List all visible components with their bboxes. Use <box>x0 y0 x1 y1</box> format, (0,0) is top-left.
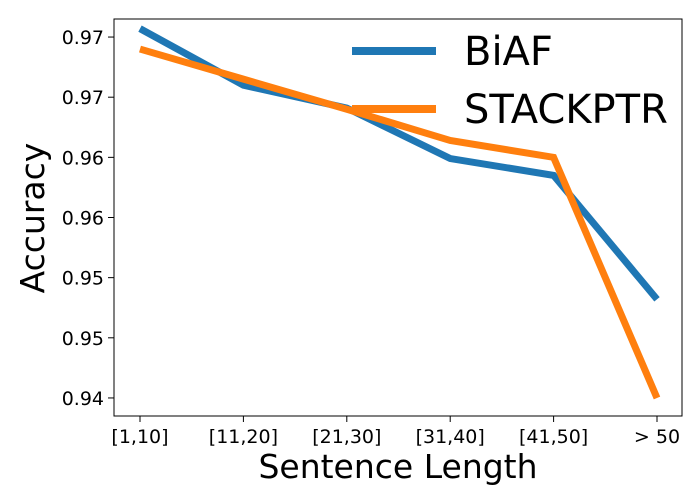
x-tick-label: [21,30] <box>312 426 381 448</box>
y-tick-label: 0.96 <box>62 208 104 230</box>
legend-label: BiAF <box>464 29 553 75</box>
y-tick-label: 0.95 <box>62 328 104 350</box>
series-lines <box>138 25 661 400</box>
x-axis-title: Sentence Length <box>258 447 537 486</box>
x-tick-label: [41,50] <box>519 426 588 448</box>
series-line-stackptr <box>139 45 661 400</box>
plot-frame <box>113 18 683 417</box>
x-tick-label: [11,20] <box>209 426 278 448</box>
y-tick-label: 0.97 <box>62 87 104 109</box>
y-tick-label: 0.94 <box>62 388 104 410</box>
y-tick-label: 0.95 <box>62 268 104 290</box>
x-tick-label: [1,10] <box>111 426 168 448</box>
x-tick-labels: [1,10] [11,20] [21,30] [31,40] [41,50] > 50 <box>111 426 680 448</box>
legend-label: STACKPTR <box>464 87 668 133</box>
y-tick-label: 0.97 <box>62 27 104 49</box>
y-tick-marks <box>108 36 114 399</box>
x-tick-label: [31,40] <box>416 426 485 448</box>
y-tick-labels: 0.94 0.95 0.95 0.96 0.96 0.97 0.97 <box>62 27 104 410</box>
y-axis-title: Accuracy <box>13 143 52 294</box>
legend: BiAF STACKPTR <box>352 29 668 133</box>
x-tick-label: > 50 <box>634 426 680 448</box>
y-tick-label: 0.96 <box>62 147 104 169</box>
x-tick-marks <box>139 416 658 422</box>
